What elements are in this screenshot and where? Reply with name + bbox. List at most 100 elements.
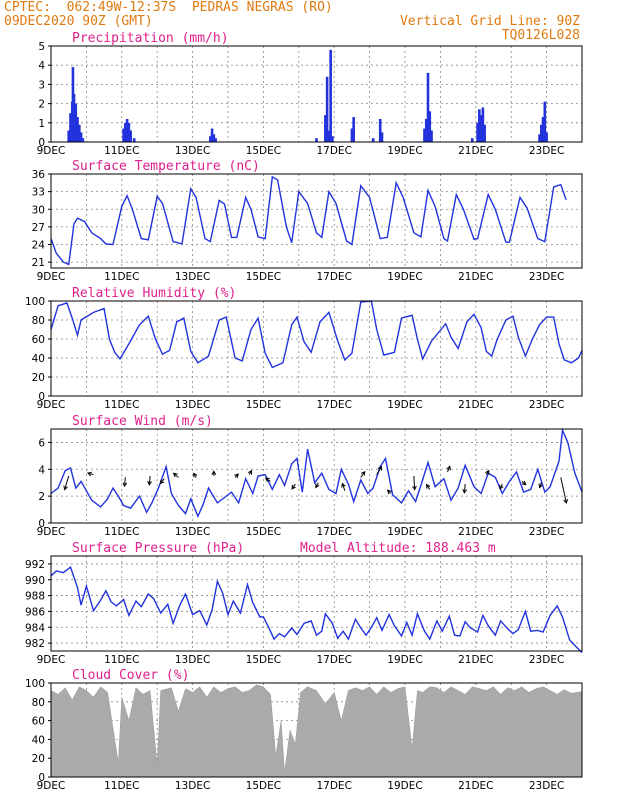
precip-bar [81, 138, 85, 142]
wind-arrow-head [147, 480, 152, 486]
x-tick-label: 13DEC [175, 399, 210, 411]
precip-bar [74, 103, 78, 142]
y-tick-label: 4 [38, 464, 45, 476]
precip-bar [76, 117, 79, 142]
precip-bar [371, 138, 375, 142]
y-tick-label: 3 [38, 79, 45, 91]
precip-bar [478, 109, 481, 142]
wind-arrow-head [521, 480, 527, 486]
y-tick-label: 982 [25, 638, 45, 650]
header-station: CPTEC: 062:49W-12:37S PEDRAS NEGRAS (RO) [4, 0, 333, 15]
precip-bar [79, 132, 83, 142]
panel-title: Precipitation (mm/h) [72, 31, 229, 46]
wind-arrow-head [462, 488, 468, 494]
x-tick-label: 13DEC [175, 654, 210, 666]
wind-arrow-head [172, 472, 178, 478]
precip-bar [124, 122, 127, 142]
x-tick-label: 17DEC [316, 271, 351, 283]
y-tick-label: 60 [32, 716, 45, 728]
x-tick-label: 15DEC [246, 145, 281, 157]
x-tick-label: 19DEC [387, 526, 422, 538]
wind-arrow-head [122, 482, 128, 488]
precip-bar [129, 130, 132, 142]
panel-frame [50, 300, 583, 397]
precip-bar [543, 101, 547, 142]
wind-arrow-head [377, 465, 383, 471]
y-tick-label: 60 [32, 334, 45, 346]
x-tick-label: 15DEC [246, 271, 281, 283]
header-model-code: TQ0126L028 [501, 28, 580, 43]
y-tick-label: 990 [25, 575, 45, 587]
precip-bar [327, 130, 331, 142]
y-tick-label: 20 [32, 753, 45, 765]
y-tick-label: 4 [38, 60, 45, 72]
y-tick-label: 2 [38, 99, 45, 111]
x-tick-label: 9DEC [37, 145, 66, 157]
wind-arrow-head [234, 473, 240, 479]
precip-bar [481, 107, 485, 142]
x-tick-label: 17DEC [316, 780, 351, 792]
y-tick-label: 0 [38, 518, 45, 530]
x-tick-label: 19DEC [387, 654, 422, 666]
wind-arrow-head [159, 479, 165, 485]
wind-arrow-shaft [64, 475, 70, 490]
x-tick-label: 15DEC [246, 654, 281, 666]
precip-bar [350, 128, 354, 142]
x-tick-label: 11DEC [104, 780, 139, 792]
precip-bar [132, 138, 136, 142]
wind-arrow-head [247, 469, 253, 475]
x-tick-label: 9DEC [37, 654, 66, 666]
x-tick-label: 13DEC [175, 780, 210, 792]
y-tick-label: 80 [32, 697, 45, 709]
precip-bar [539, 124, 543, 142]
y-tick-label: 986 [25, 606, 45, 618]
x-tick-label: 17DEC [316, 399, 351, 411]
y-tick-label: 40 [32, 734, 45, 746]
wind-arrow-head [446, 465, 451, 471]
y-tick-label: 27 [32, 222, 45, 234]
wind-arrow-head [63, 485, 68, 491]
x-tick-label: 21DEC [458, 399, 493, 411]
x-tick-label: 17DEC [316, 145, 351, 157]
x-tick-label: 15DEC [246, 526, 281, 538]
x-tick-label: 19DEC [387, 271, 422, 283]
wind-arrow-head [86, 471, 92, 477]
y-tick-label: 0 [38, 137, 45, 149]
x-tick-label: 11DEC [104, 526, 139, 538]
panel-frame [50, 45, 583, 143]
precip-bar [212, 134, 216, 142]
precip-bar [122, 128, 125, 142]
wind-arrow-head [499, 484, 504, 490]
y-tick-label: 20 [32, 372, 45, 384]
cloud-cover-area [50, 684, 583, 778]
x-tick-label: 19DEC [387, 145, 422, 157]
x-tick-label: 23DEC [529, 780, 564, 792]
precip-bar [315, 138, 318, 142]
header-date: 09DEC2020 90Z (GMT) [4, 14, 153, 29]
x-tick-label: 21DEC [458, 145, 493, 157]
wind-arrow-head [485, 469, 490, 475]
precip-bar [329, 49, 332, 143]
wind-arrow-shaft [376, 466, 382, 475]
wind-arrow-shaft [124, 477, 126, 487]
precip-bar [209, 136, 212, 142]
y-tick-label: 100 [25, 678, 45, 690]
precip-bar [424, 118, 428, 142]
wind-arrow-shaft [413, 475, 416, 490]
y-tick-label: 0 [38, 391, 45, 403]
x-tick-label: 9DEC [37, 526, 66, 538]
precip-bar [470, 138, 474, 142]
precip-bar [380, 132, 384, 142]
x-tick-label: 19DEC [387, 399, 422, 411]
wind-arrow-shaft [360, 471, 366, 478]
x-tick-label: 21DEC [458, 654, 493, 666]
x-tick-label: 9DEC [37, 271, 66, 283]
precip-bar [430, 130, 433, 142]
precip-bar [476, 122, 479, 142]
wind-arrow-head [386, 489, 392, 495]
precip-bar [67, 130, 70, 142]
wind-arrow-head [193, 472, 198, 478]
wind-arrow-head [341, 482, 346, 488]
precip-bar [331, 136, 334, 142]
x-tick-label: 17DEC [316, 526, 351, 538]
